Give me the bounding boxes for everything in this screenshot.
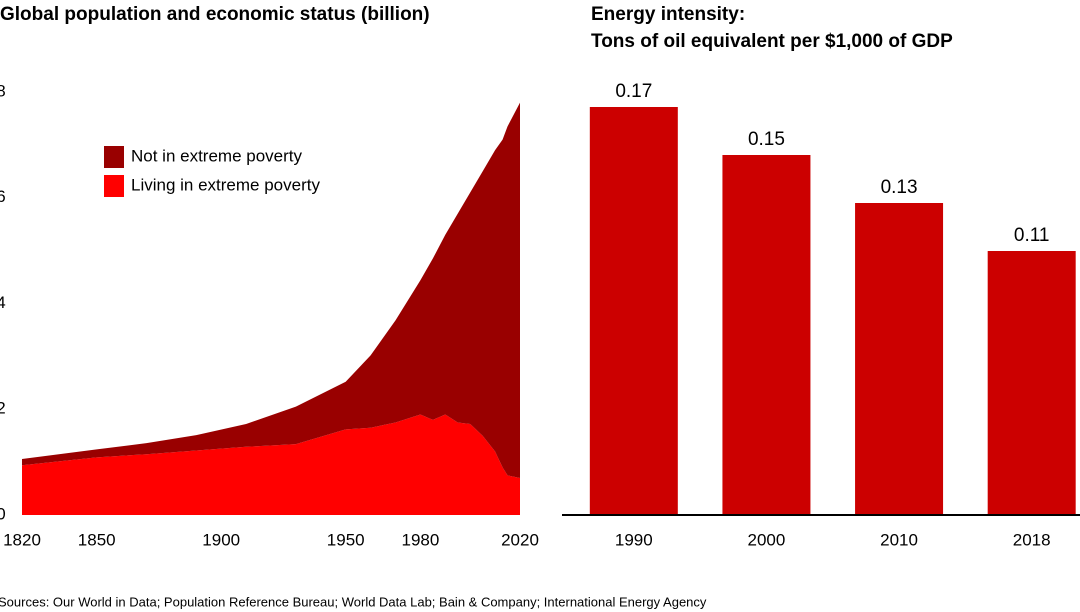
x-tick-label: 1950 xyxy=(327,530,365,549)
bar xyxy=(722,155,811,515)
bar xyxy=(855,203,944,515)
bar xyxy=(987,251,1076,515)
x-tick-label: 1820 xyxy=(3,530,41,549)
chart-subtitle: Tons of oil equivalent per $1,000 of GDP xyxy=(591,31,953,52)
x-tick-label: 2000 xyxy=(748,530,786,549)
y-tick-label: 4 xyxy=(0,293,6,312)
legend-swatch xyxy=(104,146,124,168)
data-label: 0.17 xyxy=(615,81,652,102)
y-tick-label: 8 xyxy=(0,81,6,100)
area xyxy=(22,414,520,515)
data-label: 0.13 xyxy=(881,177,918,198)
area xyxy=(22,102,520,478)
legend-label: Not in extreme poverty xyxy=(131,146,303,165)
y-tick-label: 6 xyxy=(0,187,6,206)
x-tick-label: 1990 xyxy=(615,530,653,549)
legend-swatch xyxy=(104,175,124,197)
x-tick-label: 2010 xyxy=(880,530,918,549)
source-note: Sources: Our World in Data; Population R… xyxy=(0,594,707,609)
y-tick-label: 0 xyxy=(0,504,6,523)
chart-title: Global population and economic status (b… xyxy=(0,4,430,25)
x-tick-label: 1850 xyxy=(78,530,116,549)
data-label: 0.15 xyxy=(748,129,785,150)
x-tick-label: 2018 xyxy=(1013,530,1051,549)
x-tick-label: 1980 xyxy=(401,530,439,549)
legend-label: Living in extreme poverty xyxy=(131,175,320,194)
bar xyxy=(589,107,678,515)
x-tick-label: 1900 xyxy=(202,530,240,549)
data-label: 0.11 xyxy=(1014,225,1050,246)
y-tick-label: 2 xyxy=(0,399,6,418)
x-tick-label: 2020 xyxy=(501,530,539,549)
chart-title: Energy intensity: xyxy=(591,4,745,25)
